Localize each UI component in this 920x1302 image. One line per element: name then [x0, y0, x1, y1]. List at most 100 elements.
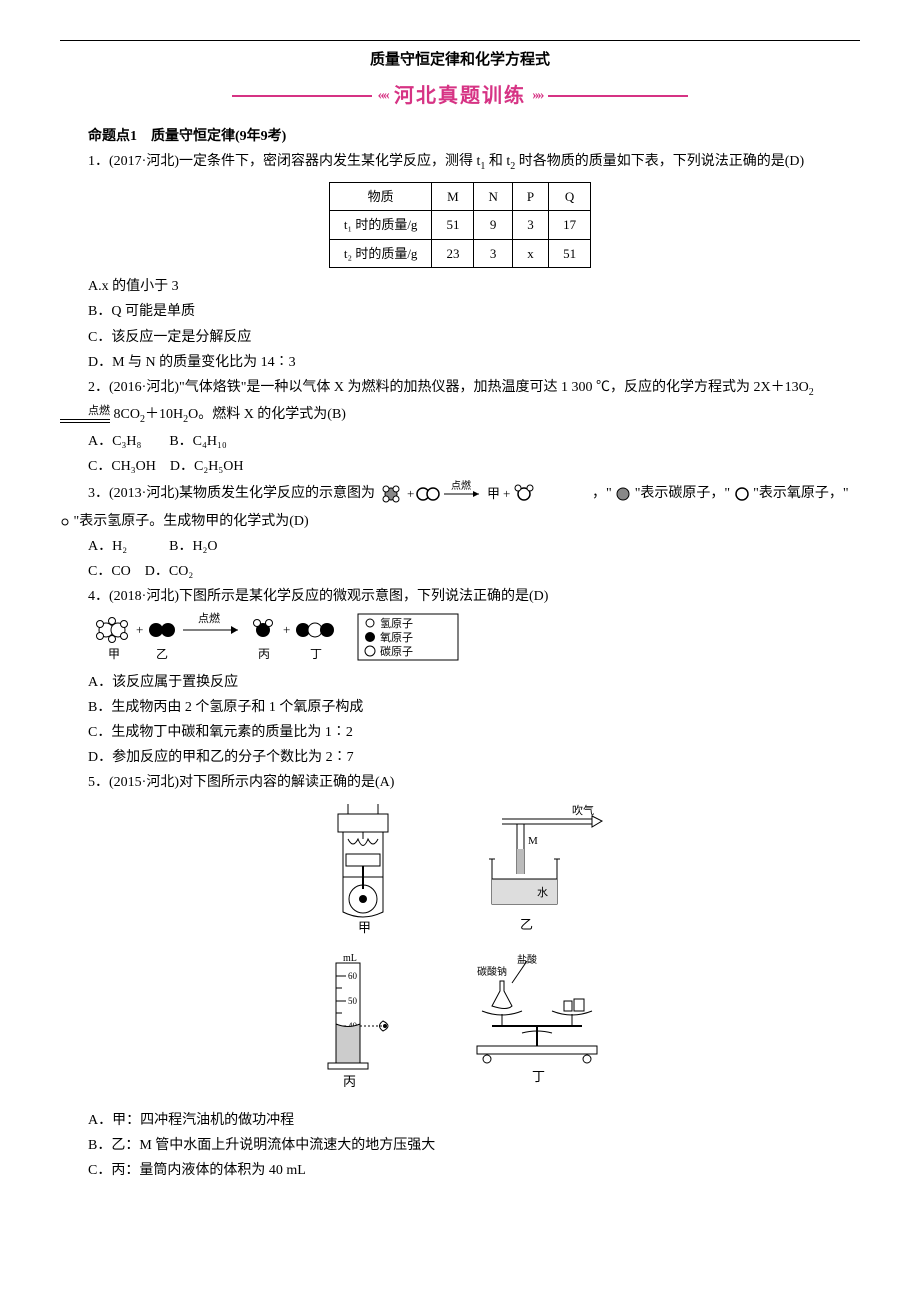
th: Q: [549, 182, 591, 210]
reaction-diagram-icon: 甲 + 乙 点燃 丙 + 丁 氢原子 氧原子 碳原子: [88, 610, 488, 670]
carbon-atom-icon: [615, 486, 631, 502]
q5-optA: A．甲：四冲程汽油机的做功冲程: [60, 1108, 860, 1133]
svg-text:氢原子: 氢原子: [380, 616, 413, 630]
svg-text:mL: mL: [343, 953, 357, 964]
td: 51: [432, 211, 474, 239]
top-rule: [60, 40, 860, 41]
arrow-label: 点燃: [451, 479, 471, 492]
q1-stem: 1．(2017·河北)一定条件下，密闭容器内发生某化学反应，测得 t1 和 t2…: [60, 149, 860, 176]
q1-stem-a: 1．(2017·河北)一定条件下，密闭容器内发生某化学反应，测得 t: [88, 154, 480, 169]
banner-chev-right: ››»: [532, 83, 542, 108]
svg-text:甲: 甲: [108, 647, 120, 661]
sub: 2: [809, 387, 814, 398]
th: P: [512, 182, 548, 210]
q1-table: 物质 M N P Q t₁ 时的质量/g 51 9 3 17 t₂ 时的质量/g…: [329, 182, 591, 268]
balance-diagram-icon: 盐酸 碳酸钠 丁: [452, 951, 622, 1091]
section-head: 命题点1 质量守恒定律(9年9考): [60, 124, 860, 149]
q2-stem: 2．(2016·河北)"气体烙铁"是一种以气体 X 为燃料的加热仪器，加热温度可…: [60, 375, 860, 429]
banner-line-left: [232, 95, 372, 97]
svg-text:+: +: [136, 622, 143, 637]
q3-stem-b: ，": [592, 486, 612, 501]
q1-optD: D．M 与 N 的质量变化比为 14∶3: [60, 350, 860, 375]
td: 3: [512, 211, 548, 239]
q5-fig-row1: 甲 吹气 M 水 乙: [60, 804, 860, 943]
q5-stem: 5．(2015·河北)对下图所示内容的解读正确的是(A): [60, 770, 860, 795]
q2-stem-c: ＋10H: [145, 407, 183, 422]
q3-optAB: A．H₂ B．H₂O: [60, 534, 860, 559]
svg-text:丁: 丁: [310, 647, 322, 661]
reaction-diagram-icon: + 点燃 甲 +: [379, 479, 589, 509]
svg-text:60: 60: [348, 971, 358, 981]
svg-text:乙: 乙: [520, 917, 533, 932]
td: x: [512, 239, 548, 267]
q4-optC: C．生成物丁中碳和氧元素的质量比为 1∶2: [60, 720, 860, 745]
q5-optB: B．乙：M 管中水面上升说明流体中流速大的地方压强大: [60, 1133, 860, 1158]
arrow-line: [60, 419, 110, 423]
svg-text:点燃: 点燃: [198, 611, 220, 625]
table-row: t₁ 时的质量/g 51 9 3 17: [329, 211, 590, 239]
th: M: [432, 182, 474, 210]
reaction-arrow-icon: 点燃: [60, 405, 110, 423]
q4-stem: 4．(2018·河北)下图所示是某化学反应的微观示意图，下列说法正确的是(D): [60, 584, 860, 609]
q3-stem-d: "表示氧原子，": [753, 486, 848, 501]
engine-diagram-icon: 甲: [308, 804, 418, 934]
q1-optC: C．该反应一定是分解反应: [60, 325, 860, 350]
q5-fig-row2: mL 60 50 40 丙 盐酸 碳酸钠: [60, 951, 860, 1100]
page-title: 质量守恒定律和化学方程式: [60, 47, 860, 74]
td: 3: [474, 239, 512, 267]
th: 物质: [329, 182, 432, 210]
hydrogen-atom-icon: [60, 517, 70, 527]
q2-stem-d: O。燃料 X 的化学式为(B): [188, 407, 346, 422]
q1-stem-b: 和 t: [485, 154, 510, 169]
td: t₁ 时的质量/g: [329, 211, 432, 239]
q3-optCD: C．CO D．CO₂: [60, 559, 860, 584]
q4-optB: B．生成物丙由 2 个氢原子和 1 个氧原子构成: [60, 695, 860, 720]
q2-stem-a: 2．(2016·河北)"气体烙铁"是一种以气体 X 为燃料的加热仪器，加热温度可…: [88, 380, 809, 395]
arrow-label: 点燃: [60, 405, 110, 417]
q4-optD: D．参加反应的甲和乙的分子个数比为 2∶7: [60, 745, 860, 770]
q3-stem-e: "表示氢原子。生成物甲的化学式为(D): [74, 514, 309, 529]
svg-text:丙: 丙: [343, 1074, 356, 1089]
th: N: [474, 182, 512, 210]
q3-stem-c: "表示碳原子，": [635, 486, 730, 501]
banner-text: 河北真题训练: [394, 78, 526, 114]
oxygen-atom-icon: [734, 486, 750, 502]
svg-text:碳酸钠: 碳酸钠: [477, 965, 507, 978]
svg-text:水: 水: [537, 886, 548, 899]
svg-text:+: +: [407, 486, 414, 501]
q3-stem: 3．(2013·河北)某物质发生化学反应的示意图为 + 点燃 甲 + ，" "表…: [60, 479, 860, 534]
td: t₂ 时的质量/g: [329, 239, 432, 267]
banner-line-right: [548, 95, 688, 97]
q4-optA: A．该反应属于置换反应: [60, 670, 860, 695]
td: 51: [549, 239, 591, 267]
table-row: 物质 M N P Q: [329, 182, 590, 210]
svg-text:M: M: [528, 835, 538, 847]
q4-diagram: 甲 + 乙 点燃 丙 + 丁 氢原子 氧原子 碳原子: [60, 610, 860, 670]
q2-optAB: A．C₃H₈ B．C₄H₁₀: [60, 429, 860, 454]
svg-text:盐酸: 盐酸: [517, 953, 537, 966]
svg-text:碳原子: 碳原子: [380, 644, 413, 658]
q1-optB: B．Q 可能是单质: [60, 299, 860, 324]
q5-optC: C．丙：量筒内液体的体积为 40 mL: [60, 1158, 860, 1183]
svg-text:50: 50: [348, 996, 358, 1006]
svg-text:+: +: [283, 622, 290, 637]
q1-optA: A.x 的值小于 3: [60, 274, 860, 299]
svg-text:丁: 丁: [532, 1069, 545, 1084]
svg-text:氧原子: 氧原子: [380, 630, 413, 644]
svg-text:吹气: 吹气: [572, 804, 594, 817]
svg-text:乙: 乙: [156, 647, 168, 661]
td: 9: [474, 211, 512, 239]
q3-stem-a: 3．(2013·河北)某物质发生化学反应的示意图为: [88, 486, 375, 501]
q1-stem-c: 时各物质的质量如下表，下列说法正确的是(D): [515, 154, 804, 169]
td: 23: [432, 239, 474, 267]
svg-text:丙: 丙: [258, 647, 270, 661]
banner: «‹‹ 河北真题训练 ››»: [60, 78, 860, 114]
blow-tube-diagram-icon: 吹气 M 水 乙: [462, 804, 612, 934]
cylinder-diagram-icon: mL 60 50 40 丙: [298, 951, 408, 1091]
svg-text:+: +: [503, 486, 510, 501]
table-row: t₂ 时的质量/g 23 3 x 51: [329, 239, 590, 267]
q2-stem-b: 8CO: [114, 407, 140, 422]
svg-text:甲: 甲: [487, 486, 500, 501]
td: 17: [549, 211, 591, 239]
svg-text:甲: 甲: [358, 920, 371, 934]
